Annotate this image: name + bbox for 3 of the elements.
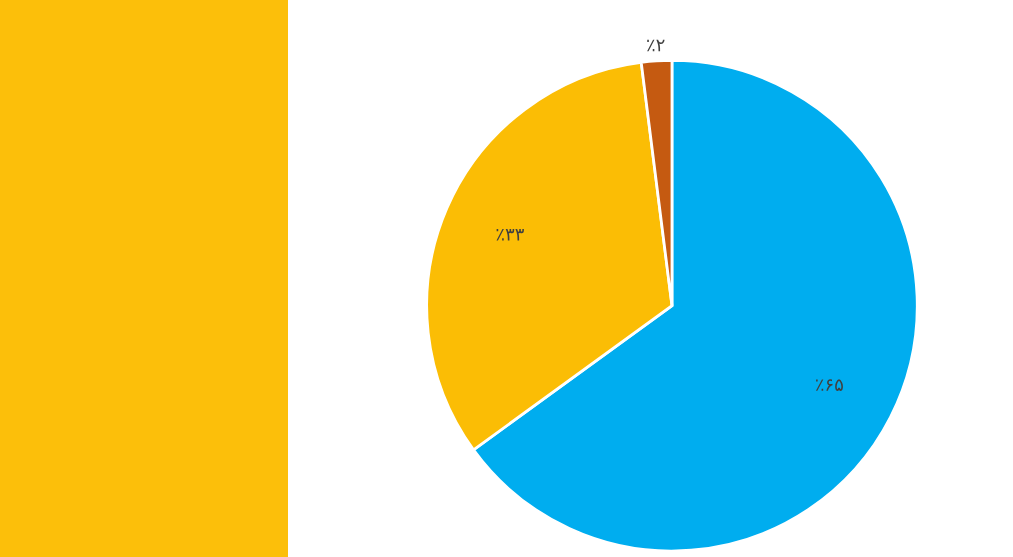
data-label: ٪۲ [647, 39, 665, 52]
data-label: ٪۳۳ [496, 229, 524, 241]
data-label: ٪۶۵ [815, 379, 843, 391]
